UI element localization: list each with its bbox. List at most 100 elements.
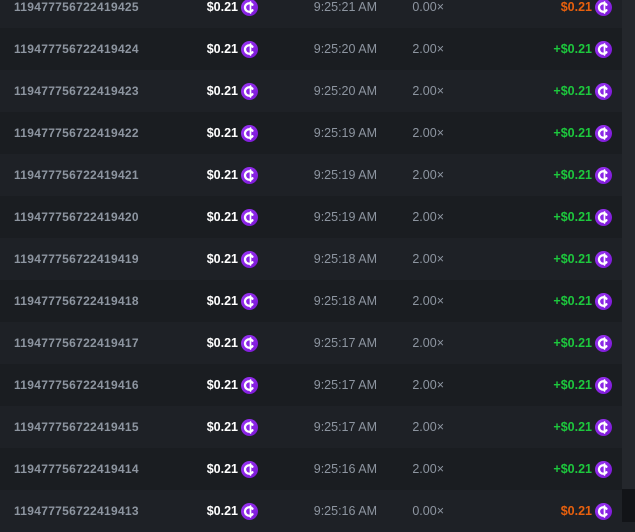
- bet-id: 119477756722419423: [14, 84, 139, 98]
- bet-amount-cell: $0.21: [199, 502, 258, 520]
- bet-row[interactable]: 119477756722419422 $0.21 9:25:19 AM 2.00…: [0, 112, 635, 154]
- bet-payout: +$0.21: [553, 336, 592, 350]
- bet-amount: $0.21: [206, 336, 238, 350]
- bet-row[interactable]: 119477756722419417 $0.21 9:25:17 AM 2.00…: [0, 322, 635, 364]
- bet-payout-cell: +$0.21: [444, 166, 612, 184]
- bet-payout-cell: +$0.21: [444, 292, 612, 310]
- cedi-coin-icon: [241, 40, 258, 58]
- scrollbar-thumb[interactable]: [622, 0, 635, 489]
- bet-payout-cell: +$0.21: [444, 418, 612, 436]
- cedi-coin-icon: [241, 82, 258, 100]
- bet-time: 9:25:17 AM: [313, 420, 377, 434]
- bet-amount: $0.21: [206, 252, 238, 266]
- bet-id: 119477756722419425: [14, 0, 139, 14]
- bet-payout-cell: +$0.21: [444, 334, 612, 352]
- bet-row[interactable]: 119477756722419423 $0.21 9:25:20 AM 2.00…: [0, 70, 635, 112]
- bet-payout-cell: $0.21: [444, 0, 612, 16]
- bet-amount: $0.21: [206, 126, 238, 140]
- bet-amount-cell: $0.21: [199, 166, 258, 184]
- cedi-coin-icon: [241, 208, 258, 226]
- bet-row[interactable]: 119477756722419415 $0.21 9:25:17 AM 2.00…: [0, 406, 635, 448]
- bet-payout-cell: +$0.21: [444, 82, 612, 100]
- bet-amount: $0.21: [206, 84, 238, 98]
- bet-payout: +$0.21: [553, 42, 592, 56]
- cedi-coin-icon: [241, 418, 258, 436]
- bet-time: 9:25:19 AM: [313, 126, 377, 140]
- bet-multiplier: 2.00×: [412, 420, 444, 434]
- bet-amount-cell: $0.21: [199, 208, 258, 226]
- bet-amount: $0.21: [206, 462, 238, 476]
- bet-time: 9:25:19 AM: [313, 168, 377, 182]
- bet-row[interactable]: 119477756722419425 $0.21 9:25:21 AM 0.00…: [0, 0, 635, 28]
- bet-amount: $0.21: [206, 378, 238, 392]
- cedi-coin-icon: [241, 166, 258, 184]
- cedi-coin-icon: [595, 124, 612, 142]
- bet-id: 119477756722419413: [14, 504, 139, 518]
- bet-multiplier: 2.00×: [412, 294, 444, 308]
- bet-time: 9:25:20 AM: [313, 42, 377, 56]
- cedi-coin-icon: [595, 292, 612, 310]
- bet-amount: $0.21: [206, 420, 238, 434]
- bet-multiplier: 2.00×: [412, 126, 444, 140]
- bet-amount: $0.21: [206, 168, 238, 182]
- bet-payout: $0.21: [560, 504, 592, 518]
- bet-amount: $0.21: [206, 0, 238, 14]
- bet-payout: +$0.21: [553, 420, 592, 434]
- bet-row[interactable]: 119477756722419424 $0.21 9:25:20 AM 2.00…: [0, 28, 635, 70]
- bet-row[interactable]: 119477756722419421 $0.21 9:25:19 AM 2.00…: [0, 154, 635, 196]
- cedi-coin-icon: [241, 124, 258, 142]
- bet-id: 119477756722419421: [14, 168, 139, 182]
- cedi-coin-icon: [595, 0, 612, 16]
- bet-multiplier: 2.00×: [412, 84, 444, 98]
- bet-row[interactable]: 119477756722419419 $0.21 9:25:18 AM 2.00…: [0, 238, 635, 280]
- bet-payout-cell: +$0.21: [444, 250, 612, 268]
- bet-multiplier: 2.00×: [412, 336, 444, 350]
- bet-amount-cell: $0.21: [199, 40, 258, 58]
- bet-payout: +$0.21: [553, 252, 592, 266]
- cedi-coin-icon: [241, 292, 258, 310]
- cedi-coin-icon: [241, 376, 258, 394]
- bet-amount-cell: $0.21: [199, 82, 258, 100]
- bet-payout: +$0.21: [553, 84, 592, 98]
- cedi-coin-icon: [595, 82, 612, 100]
- bet-amount-cell: $0.21: [199, 250, 258, 268]
- bet-time: 9:25:18 AM: [313, 252, 377, 266]
- cedi-coin-icon: [595, 502, 612, 520]
- bet-id: 119477756722419418: [14, 294, 139, 308]
- bet-multiplier: 2.00×: [412, 252, 444, 266]
- cedi-coin-icon: [595, 40, 612, 58]
- bet-row[interactable]: 119477756722419418 $0.21 9:25:18 AM 2.00…: [0, 280, 635, 322]
- bet-id: 119477756722419416: [14, 378, 139, 392]
- bet-id: 119477756722419420: [14, 210, 139, 224]
- bet-time: 9:25:17 AM: [313, 378, 377, 392]
- cedi-coin-icon: [595, 418, 612, 436]
- bet-payout: +$0.21: [553, 294, 592, 308]
- bet-payout: +$0.21: [553, 462, 592, 476]
- bet-row[interactable]: 119477756722419413 $0.21 9:25:16 AM 0.00…: [0, 490, 635, 532]
- vertical-scrollbar[interactable]: [622, 0, 635, 522]
- bet-row[interactable]: 119477756722419416 $0.21 9:25:17 AM 2.00…: [0, 364, 635, 406]
- cedi-coin-icon: [595, 166, 612, 184]
- bet-row[interactable]: 119477756722419414 $0.21 9:25:16 AM 2.00…: [0, 448, 635, 490]
- bet-id: 119477756722419414: [14, 462, 139, 476]
- bet-payout: $0.21: [560, 0, 592, 14]
- bet-time: 9:25:19 AM: [313, 210, 377, 224]
- cedi-coin-icon: [595, 460, 612, 478]
- bet-id: 119477756722419417: [14, 336, 139, 350]
- bet-time: 9:25:21 AM: [313, 0, 377, 14]
- bet-id: 119477756722419419: [14, 252, 139, 266]
- bet-row[interactable]: 119477756722419420 $0.21 9:25:19 AM 2.00…: [0, 196, 635, 238]
- bet-multiplier: 2.00×: [412, 42, 444, 56]
- bet-time: 9:25:18 AM: [313, 294, 377, 308]
- bet-time: 9:25:16 AM: [313, 462, 377, 476]
- bet-amount: $0.21: [206, 210, 238, 224]
- bet-payout: +$0.21: [553, 126, 592, 140]
- bet-multiplier: 2.00×: [412, 210, 444, 224]
- bet-payout: +$0.21: [553, 378, 592, 392]
- bet-payout-cell: +$0.21: [444, 460, 612, 478]
- bet-amount-cell: $0.21: [199, 292, 258, 310]
- bet-amount: $0.21: [206, 294, 238, 308]
- cedi-coin-icon: [241, 334, 258, 352]
- bet-amount-cell: $0.21: [199, 124, 258, 142]
